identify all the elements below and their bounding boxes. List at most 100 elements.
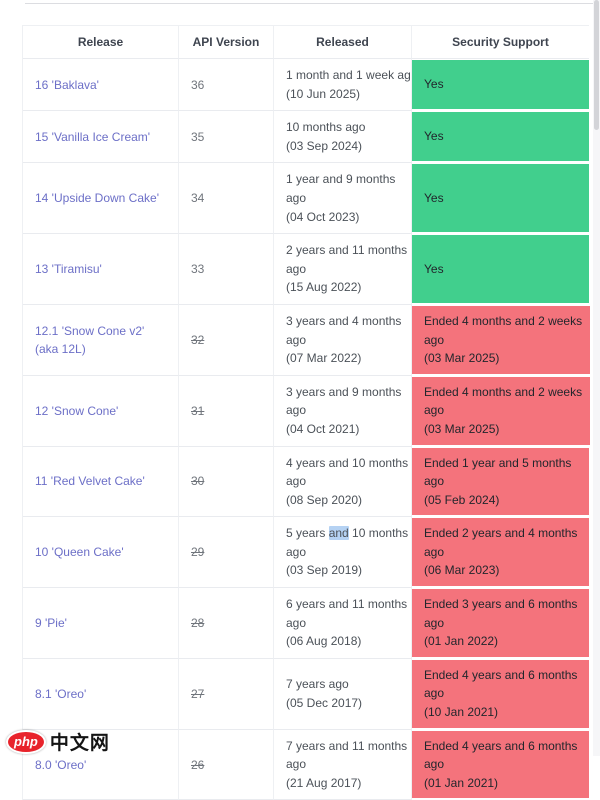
release-link[interactable]: 8.0 'Oreo' [35,757,87,772]
released-date: (05 Dec 2017) [286,695,363,710]
security-support-date: (06 Mar 2023) [424,563,500,578]
release-link[interactable]: 8.1 'Oreo' [35,686,87,701]
security-support-text: Ended 1 year and 5 months ago [424,455,572,489]
security-support-cell: Ended 3 years and 6 months ago (01 Jan 20… [412,588,589,659]
security-support-cell: Yes [412,163,589,235]
release-link[interactable]: 12.1 'Snow Cone v2' (aka 12L) [35,323,145,356]
release-link[interactable]: 10 'Queen Cake' [35,545,124,560]
released-duration: 7 years and 11 months ago [286,738,408,772]
security-support-date: (10 Jan 2021) [424,705,499,720]
security-support-date: (05 Feb 2024) [424,492,500,507]
table-header-row: Release API Version Released Security Su… [23,26,589,59]
release-link[interactable]: 14 'Upside Down Cake' [35,191,159,206]
release-link[interactable]: 13 'Tiramisu' [35,262,102,277]
release-link[interactable]: 9 'Pie' [35,615,67,630]
security-support-cell: Ended 2 years and 4 months ago (06 Mar 20… [412,517,589,589]
released-cell: 10 months ago (03 Sep 2024) [274,111,412,164]
released-duration: 2 years and 11 months ago [286,243,408,276]
release-cell: 10 'Queen Cake' [23,517,179,589]
security-support-cell: Yes [412,111,589,164]
released-duration: 6 years and 11 months ago [286,597,408,630]
security-support-date: (01 Jan 2021) [424,775,499,790]
security-support-status: Yes [412,112,589,162]
table-row: 9 'Pie' 28 6 years and 11 months ago (06 … [23,588,589,659]
api-version-cell: 30 [179,446,274,518]
release-link[interactable]: 16 'Baklava' [35,77,99,92]
security-support-status: Yes [412,235,589,303]
api-version-value: 30 [191,474,205,489]
security-support-status: Ended 4 years and 6 months ago (10 Jan 20… [412,659,589,728]
security-support-text: Ended 3 years and 6 months ago [424,597,578,630]
table-body: 16 'Baklava' 36 1 month and 1 week ago (… [23,59,591,800]
released-cell: 2 years and 11 months ago (15 Aug 2022) [274,234,412,305]
column-header-released: Released [274,26,412,59]
android-release-table: Release API Version Released Security Su… [22,25,591,800]
table-row: 10 'Queen Cake' 29 5 years and 10 months… [23,517,589,589]
security-support-text: Yes [424,77,444,92]
table-row: 12 'Snow Cone' 31 3 years and 9 months ag… [23,375,591,447]
api-version-value: 27 [191,686,205,701]
release-cell: 12 'Snow Cone' [23,375,179,447]
released-duration: 10 months ago [286,120,366,135]
security-support-status: Yes [412,164,589,233]
released-date: (03 Sep 2019) [286,563,363,578]
released-duration: 3 years and 4 months ago [286,313,402,347]
security-support-cell: Yes [412,59,589,112]
top-divider [25,3,594,4]
released-date: (10 Jun 2025) [286,86,361,101]
released-duration: 4 years and 10 months ago [286,455,409,489]
security-support-text: Ended 4 years and 6 months ago [424,738,578,772]
released-cell: 3 years and 9 months ago (04 Oct 2021) [274,375,412,447]
released-date: (08 Sep 2020) [286,492,363,507]
release-link[interactable]: 12 'Snow Cone' [35,403,119,418]
security-support-text: Yes [424,129,444,144]
table-row: 11 'Red Velvet Cake' 30 4 years and 10 m… [23,446,589,518]
released-cell: 4 years and 10 months ago (08 Sep 2020) [274,446,412,518]
released-cell: 5 years and 10 months ago (03 Sep 2019) [274,517,412,589]
released-date: (06 Aug 2018) [286,634,362,649]
release-link[interactable]: 11 'Red Velvet Cake' [35,474,145,489]
released-date: (03 Sep 2024) [286,138,363,153]
api-version-value: 36 [191,77,205,92]
table-row: 15 'Vanilla Ice Cream' 35 10 months ago … [23,111,589,164]
api-version-cell: 31 [179,375,274,447]
released-cell: 7 years and 11 months ago (21 Aug 2017) [274,729,412,800]
security-support-text: Yes [424,190,444,205]
api-version-value: 31 [191,403,205,418]
table-row: 12.1 'Snow Cone v2' (aka 12L) 32 3 years… [23,304,591,376]
column-header-security-support: Security Support [412,26,589,59]
api-version-value: 34 [191,191,205,206]
security-support-text: Ended 4 months and 2 weeks ago [424,384,583,418]
table-row: 13 'Tiramisu' 33 2 years and 11 months ag… [23,234,589,305]
security-support-text: Yes [424,261,444,276]
released-cell: 6 years and 11 months ago (06 Aug 2018) [274,588,412,659]
table-row: 16 'Baklava' 36 1 month and 1 week ago (… [23,59,589,112]
released-duration: 1 month and 1 week ago [286,68,412,82]
security-support-date: (01 Jan 2022) [424,634,499,649]
api-version-value: 29 [191,545,205,560]
security-support-date: (03 Mar 2025) [424,351,500,366]
api-version-value: 26 [191,757,205,772]
security-support-cell: Yes [412,234,589,305]
scrollbar-track[interactable] [593,0,600,756]
api-version-cell: 29 [179,517,274,589]
security-support-status: Ended 4 years and 6 months ago (01 Jan 20… [412,730,589,799]
security-support-text: Ended 4 years and 6 months ago [424,667,578,701]
api-version-cell: 27 [179,658,274,730]
security-support-cell: Ended 4 months and 2 weeks ago (03 Mar 20… [412,304,591,376]
scrollbar-thumb[interactable] [594,0,599,130]
security-support-text: Ended 2 years and 4 months ago [424,526,578,559]
php-logo-badge: php [6,729,46,754]
security-support-status: Ended 3 years and 6 months ago (01 Jan 20… [412,589,589,657]
release-cell: 13 'Tiramisu' [23,234,179,305]
security-support-cell: Ended 4 years and 6 months ago (01 Jan 20… [412,729,589,800]
api-version-cell: 34 [179,163,274,235]
release-link[interactable]: 15 'Vanilla Ice Cream' [35,129,151,144]
text-selection-highlight: and [328,526,349,541]
released-cell: 7 years ago (05 Dec 2017) [274,658,412,730]
released-cell: 1 month and 1 week ago (10 Jun 2025) [274,59,412,112]
table-row: 8.1 'Oreo' 27 7 years ago (05 Dec 2017) … [23,658,589,730]
watermark-text: 中文网 [49,733,110,754]
api-version-cell: 26 [179,729,274,800]
security-support-status: Ended 4 months and 2 weeks ago (03 Mar 20… [412,376,591,445]
